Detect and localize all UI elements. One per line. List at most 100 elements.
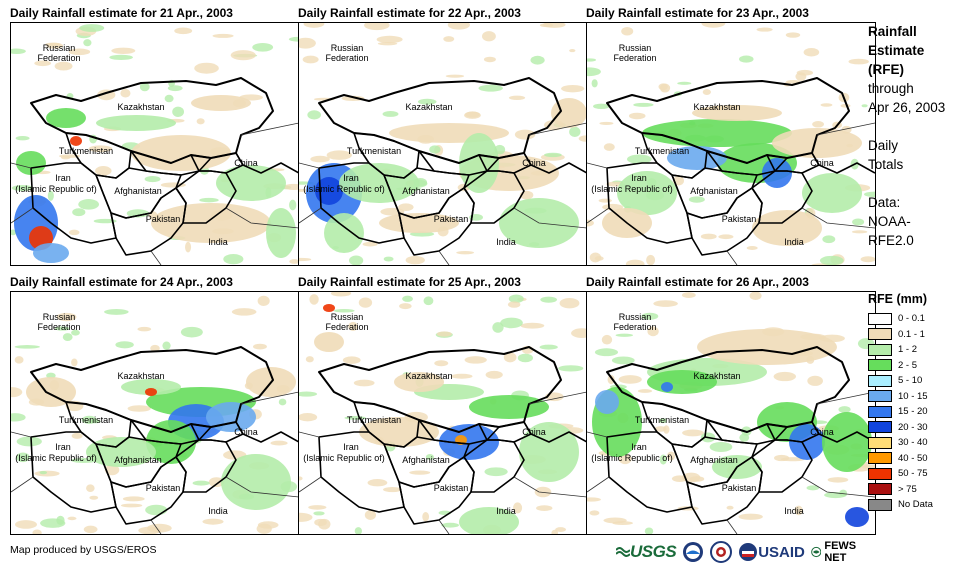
rainfall-area	[709, 441, 733, 452]
rainfall-area	[822, 235, 836, 244]
rainfall-area	[354, 527, 363, 534]
rainfall-area	[539, 344, 558, 350]
rainfall-area	[139, 82, 150, 92]
rainfall-area	[621, 26, 634, 36]
rainfall-area	[701, 23, 726, 28]
country-label: Kazakhstan	[693, 102, 740, 112]
rainfall-area	[299, 476, 303, 481]
usaid-text: USAID	[758, 543, 805, 561]
rainfall-area	[647, 326, 659, 337]
rainfall-area	[591, 79, 598, 88]
usaid-logo: USAID	[738, 542, 805, 562]
rainfall-area	[484, 467, 508, 477]
legend-swatch	[868, 467, 892, 480]
rainfall-area	[692, 105, 782, 121]
rainfall-area	[383, 256, 394, 262]
rainfall-area	[138, 526, 162, 534]
rainfall-area	[172, 106, 185, 117]
rainfall-area	[11, 413, 26, 422]
rainfall-area	[762, 158, 792, 188]
rainfall-area	[353, 379, 375, 387]
rainfall-area	[72, 208, 86, 217]
rfe-legend: RFE (mm) 0 - 0.1 0.1 - 1 1 - 2 2 - 5 5 - 10 1…	[868, 292, 963, 513]
rainfall-area	[362, 241, 378, 247]
legend-label: 0.1 - 1	[898, 328, 925, 340]
rainfall-area	[11, 387, 23, 398]
country-label: Turkmenistan	[635, 146, 689, 156]
legend-swatch	[868, 359, 892, 372]
legend-swatch	[868, 452, 892, 465]
rainfall-area	[120, 503, 143, 508]
country-border	[235, 421, 299, 443]
country-label: Federation	[325, 53, 368, 63]
legend-items: 0 - 0.1 0.1 - 1 1 - 2 2 - 5 5 - 10 10 - 15 15 …	[868, 311, 963, 513]
rainfall-area	[483, 56, 496, 63]
legend-title: RFE (mm)	[868, 292, 928, 306]
country-label: China	[234, 158, 258, 168]
rainfall-area	[445, 74, 465, 78]
rainfall-area	[587, 58, 597, 62]
map-panel-5: Daily Rainfall estimate for 25 Apr., 200…	[298, 275, 588, 535]
rainfall-area	[376, 35, 403, 44]
rainfall-area	[11, 185, 34, 192]
country-label: Federation	[613, 322, 656, 332]
rainfall-area	[860, 256, 875, 263]
rainfall-area	[367, 479, 388, 487]
legend-item: 15 - 20	[868, 404, 963, 420]
rainfall-area	[429, 145, 441, 154]
rainfall-area	[212, 33, 234, 38]
country-label: Pakistan	[722, 214, 757, 224]
rainfall-area	[478, 84, 503, 92]
rainfall-area	[32, 529, 42, 534]
rainfall-map: Russian Federation Kazakhstan Turkmenistan I…	[10, 291, 300, 535]
rainfall-area	[544, 152, 562, 158]
noaa-seal-icon	[683, 542, 704, 562]
rainfall-area	[185, 241, 192, 253]
rainfall-area	[571, 328, 587, 338]
rainfall-area	[126, 209, 150, 218]
rainfall-area	[807, 375, 823, 386]
noaa-logo	[682, 541, 704, 563]
legend-item: 20 - 30	[868, 420, 963, 436]
rainfall-area	[221, 454, 291, 510]
panel-title: Daily Rainfall estimate for 24 Apr., 200…	[10, 275, 233, 289]
legend-swatch	[868, 436, 892, 449]
commerce-seal-icon	[710, 541, 733, 563]
rainfall-area	[864, 191, 875, 198]
rainfall-area	[16, 452, 30, 463]
rainfall-area	[718, 234, 734, 240]
legend-label: 30 - 40	[898, 437, 928, 449]
rainfall-area	[257, 295, 270, 307]
rainfall-area	[666, 451, 676, 461]
rainfall-area	[425, 453, 434, 460]
neighbor-border	[299, 122, 587, 265]
rainfall-area	[658, 418, 667, 424]
rainfall-area	[697, 329, 837, 365]
rainfall-area	[688, 196, 705, 203]
neighbor-border	[299, 391, 587, 534]
legend-swatch	[868, 343, 892, 356]
rainfall-area	[845, 507, 869, 527]
rainfall-area	[86, 484, 95, 493]
rainfall-area	[192, 480, 210, 486]
rainfall-area	[278, 398, 287, 406]
rainfall-area	[503, 352, 517, 363]
rainfall-map: Russian Federation Kazakhstan Turkmenistan I…	[298, 22, 588, 266]
legend-swatch	[868, 498, 892, 511]
rainfall-area	[682, 429, 704, 437]
rainfall-area	[151, 203, 271, 243]
legend-swatch	[868, 483, 892, 496]
rainfall-area	[39, 470, 48, 475]
rainfall-area	[26, 377, 76, 407]
rainfall-area	[71, 432, 83, 439]
map-panel-3: Daily Rainfall estimate for 23 Apr., 200…	[586, 6, 876, 266]
rainfall-area	[555, 527, 567, 532]
rainfall-area	[398, 203, 414, 211]
rainfall-area	[137, 326, 152, 332]
rainfall-area	[120, 89, 131, 98]
rainfall-area	[456, 250, 475, 255]
rainfall-area	[681, 292, 696, 298]
legend-item: 0 - 0.1	[868, 311, 963, 327]
rainfall-area	[540, 296, 558, 303]
